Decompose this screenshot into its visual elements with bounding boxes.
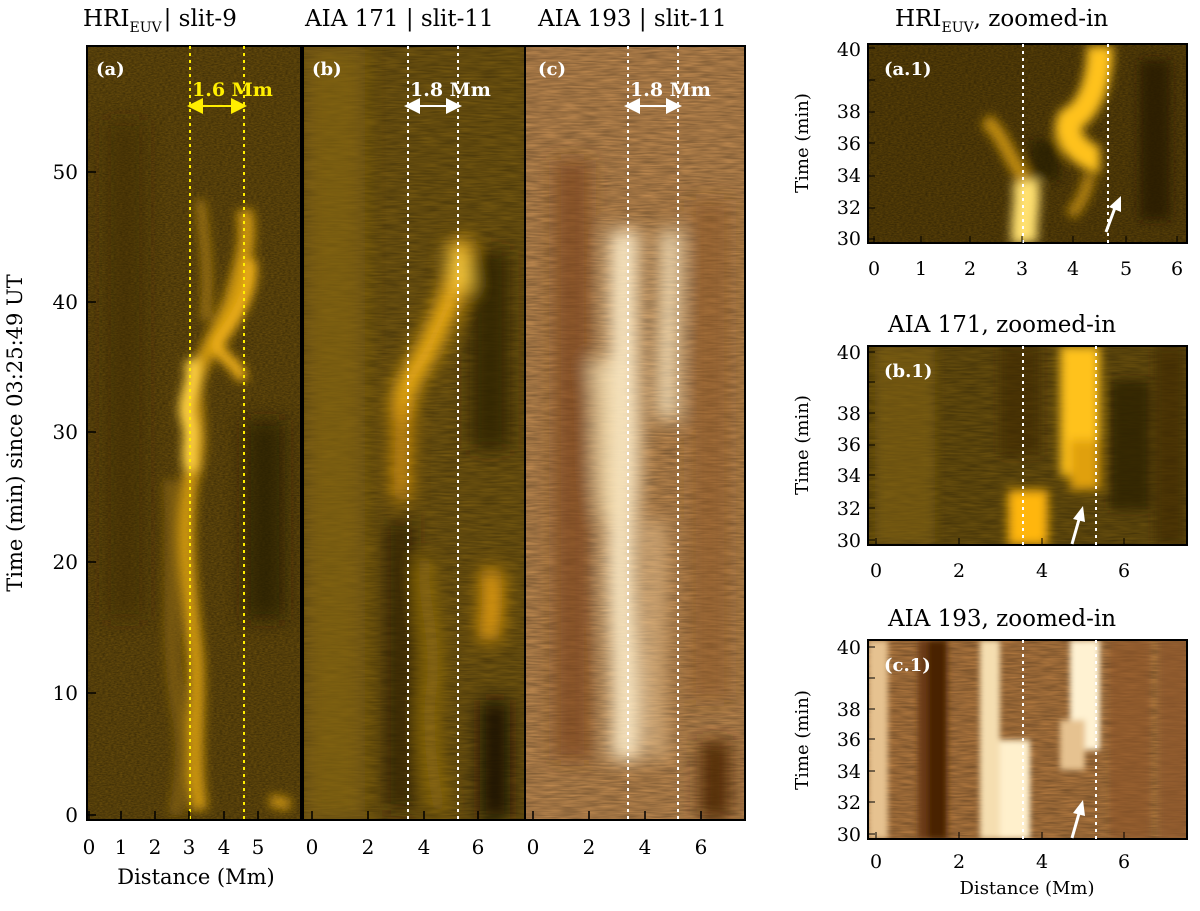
panel-c-scale-text: 1.8 Mm [630,79,711,101]
xtick-label: 6 [1171,258,1183,280]
xtick-label: 2 [953,560,965,582]
zoom-a1-ylabel: Time (min) [792,93,813,193]
zoom-c-title: AIA 193, zoomed-in [887,606,1116,632]
zoom-b1-yticks: 30 32 34 36 38 40 [837,342,875,552]
xtick-label: 1 [115,835,128,859]
zoom-a1-xticks: 0 1 2 3 4 5 6 [868,236,1183,280]
ytick-label: 32 [837,197,861,219]
xtick-label: 1 [915,258,927,280]
ytick-label: 30 [53,420,78,444]
xtick-label: 2 [953,851,965,873]
panel-c-title: AIA 193 | slit-11 [537,6,727,32]
xtick-label: 4 [1036,560,1048,582]
ytick-label: 50 [53,160,78,184]
zoom-b1-xticks: 0 2 4 6 [870,538,1130,582]
ytick-label: 34 [837,761,861,783]
ytick-label: 36 [837,133,861,155]
xtick-label: 3 [1016,258,1028,280]
ytick-label: 32 [837,792,861,814]
ytick-label: 40 [837,342,861,364]
zoom-panel-a1 [868,44,1187,243]
panel-b-label: (b) [312,59,342,80]
ytick-label: 40 [53,290,78,314]
ytick-label: 30 [837,228,861,250]
xtick-label: 6 [1118,560,1130,582]
zoom-b1-label: (b.1) [884,361,932,382]
xtick-label: 0 [870,851,882,873]
zoom-c1-ylabel: Time (min) [792,690,813,790]
ytick-label: 36 [837,729,861,751]
main-xlabel: Distance (Mm) [117,865,274,889]
zoom-a1-yticks: 30 32 34 36 38 40 [837,39,875,250]
zoom-xlabel: Distance (Mm) [960,878,1095,899]
panel-c-frame [524,45,746,821]
zoom-b-title: AIA 171, zoomed-in [887,312,1116,338]
panel-b-xticks: 0 2 4 6 [306,811,485,859]
zoom-c1-xticks: 0 2 4 6 [870,832,1130,873]
xtick-label: 6 [1118,851,1130,873]
zoom-c1-yticks: 30 32 34 36 38 40 [837,637,875,846]
ytick-label: 38 [837,699,861,721]
panel-b-title: AIA 171 | slit-11 [304,6,494,32]
xtick-label: 4 [639,835,652,859]
ytick-label: 10 [53,681,78,705]
ytick-label: 30 [837,530,861,552]
zoom-a1-label: (a.1) [884,59,932,80]
ytick-label: 0 [65,803,78,827]
xtick-label: 4 [1067,258,1079,280]
ytick-label: 34 [837,465,861,487]
panel-c-label: (c) [538,59,566,80]
ytick-label: 40 [837,637,861,659]
xtick-label: 3 [183,835,196,859]
arrow-icon [1070,800,1085,839]
xtick-label: 0 [527,835,540,859]
xtick-label: 5 [1120,258,1132,280]
ytick-label: 38 [837,101,861,123]
ytick-label: 36 [837,434,861,456]
panel-a-title: HRIEUV| slit-9 [83,6,237,36]
panel-a-frame [86,45,302,821]
xtick-label: 0 [868,258,880,280]
ytick-label: 32 [837,498,861,520]
main-ylabel: Time (min) since 03:25:49 UT [3,274,27,592]
xtick-label: 2 [362,835,375,859]
xtick-label: 0 [870,560,882,582]
panel-c [525,46,745,820]
ytick-label: 20 [53,550,78,574]
xtick-label: 2 [149,835,162,859]
xtick-label: 4 [218,835,231,859]
panel-b-scale-text: 1.8 Mm [410,79,491,101]
ytick-label: 38 [837,403,861,425]
xtick-label: 2 [583,835,596,859]
arrow-icon [1104,196,1121,233]
panel-a-xticks: 0 1 2 3 4 5 [83,811,265,859]
zoom-a-title: HRIEUV, zoomed-in [895,6,1108,36]
xtick-label: 4 [418,835,431,859]
xtick-label: 6 [695,835,708,859]
ytick-label: 30 [837,824,861,846]
zoom-c1-label: (c.1) [884,655,931,676]
main-yticks: 0 10 20 30 40 50 [53,160,96,827]
zoom-b1-ylabel: Time (min) [792,395,813,495]
ytick-label: 40 [837,39,861,61]
panel-a [87,46,301,820]
panel-a-scale-text: 1.6 Mm [192,79,273,101]
zoom-panel-c1 [868,640,1187,839]
xtick-label: 0 [306,835,319,859]
panel-a-label: (a) [96,59,125,80]
xtick-label: 4 [1036,851,1048,873]
xtick-label: 5 [252,835,265,859]
panel-b [303,46,525,820]
ytick-label: 34 [837,165,861,187]
panel-c-xticks: 0 2 4 6 [527,811,708,859]
xtick-label: 6 [472,835,485,859]
xtick-label: 0 [83,835,96,859]
xtick-label: 2 [964,258,976,280]
arrow-icon [1070,506,1085,545]
